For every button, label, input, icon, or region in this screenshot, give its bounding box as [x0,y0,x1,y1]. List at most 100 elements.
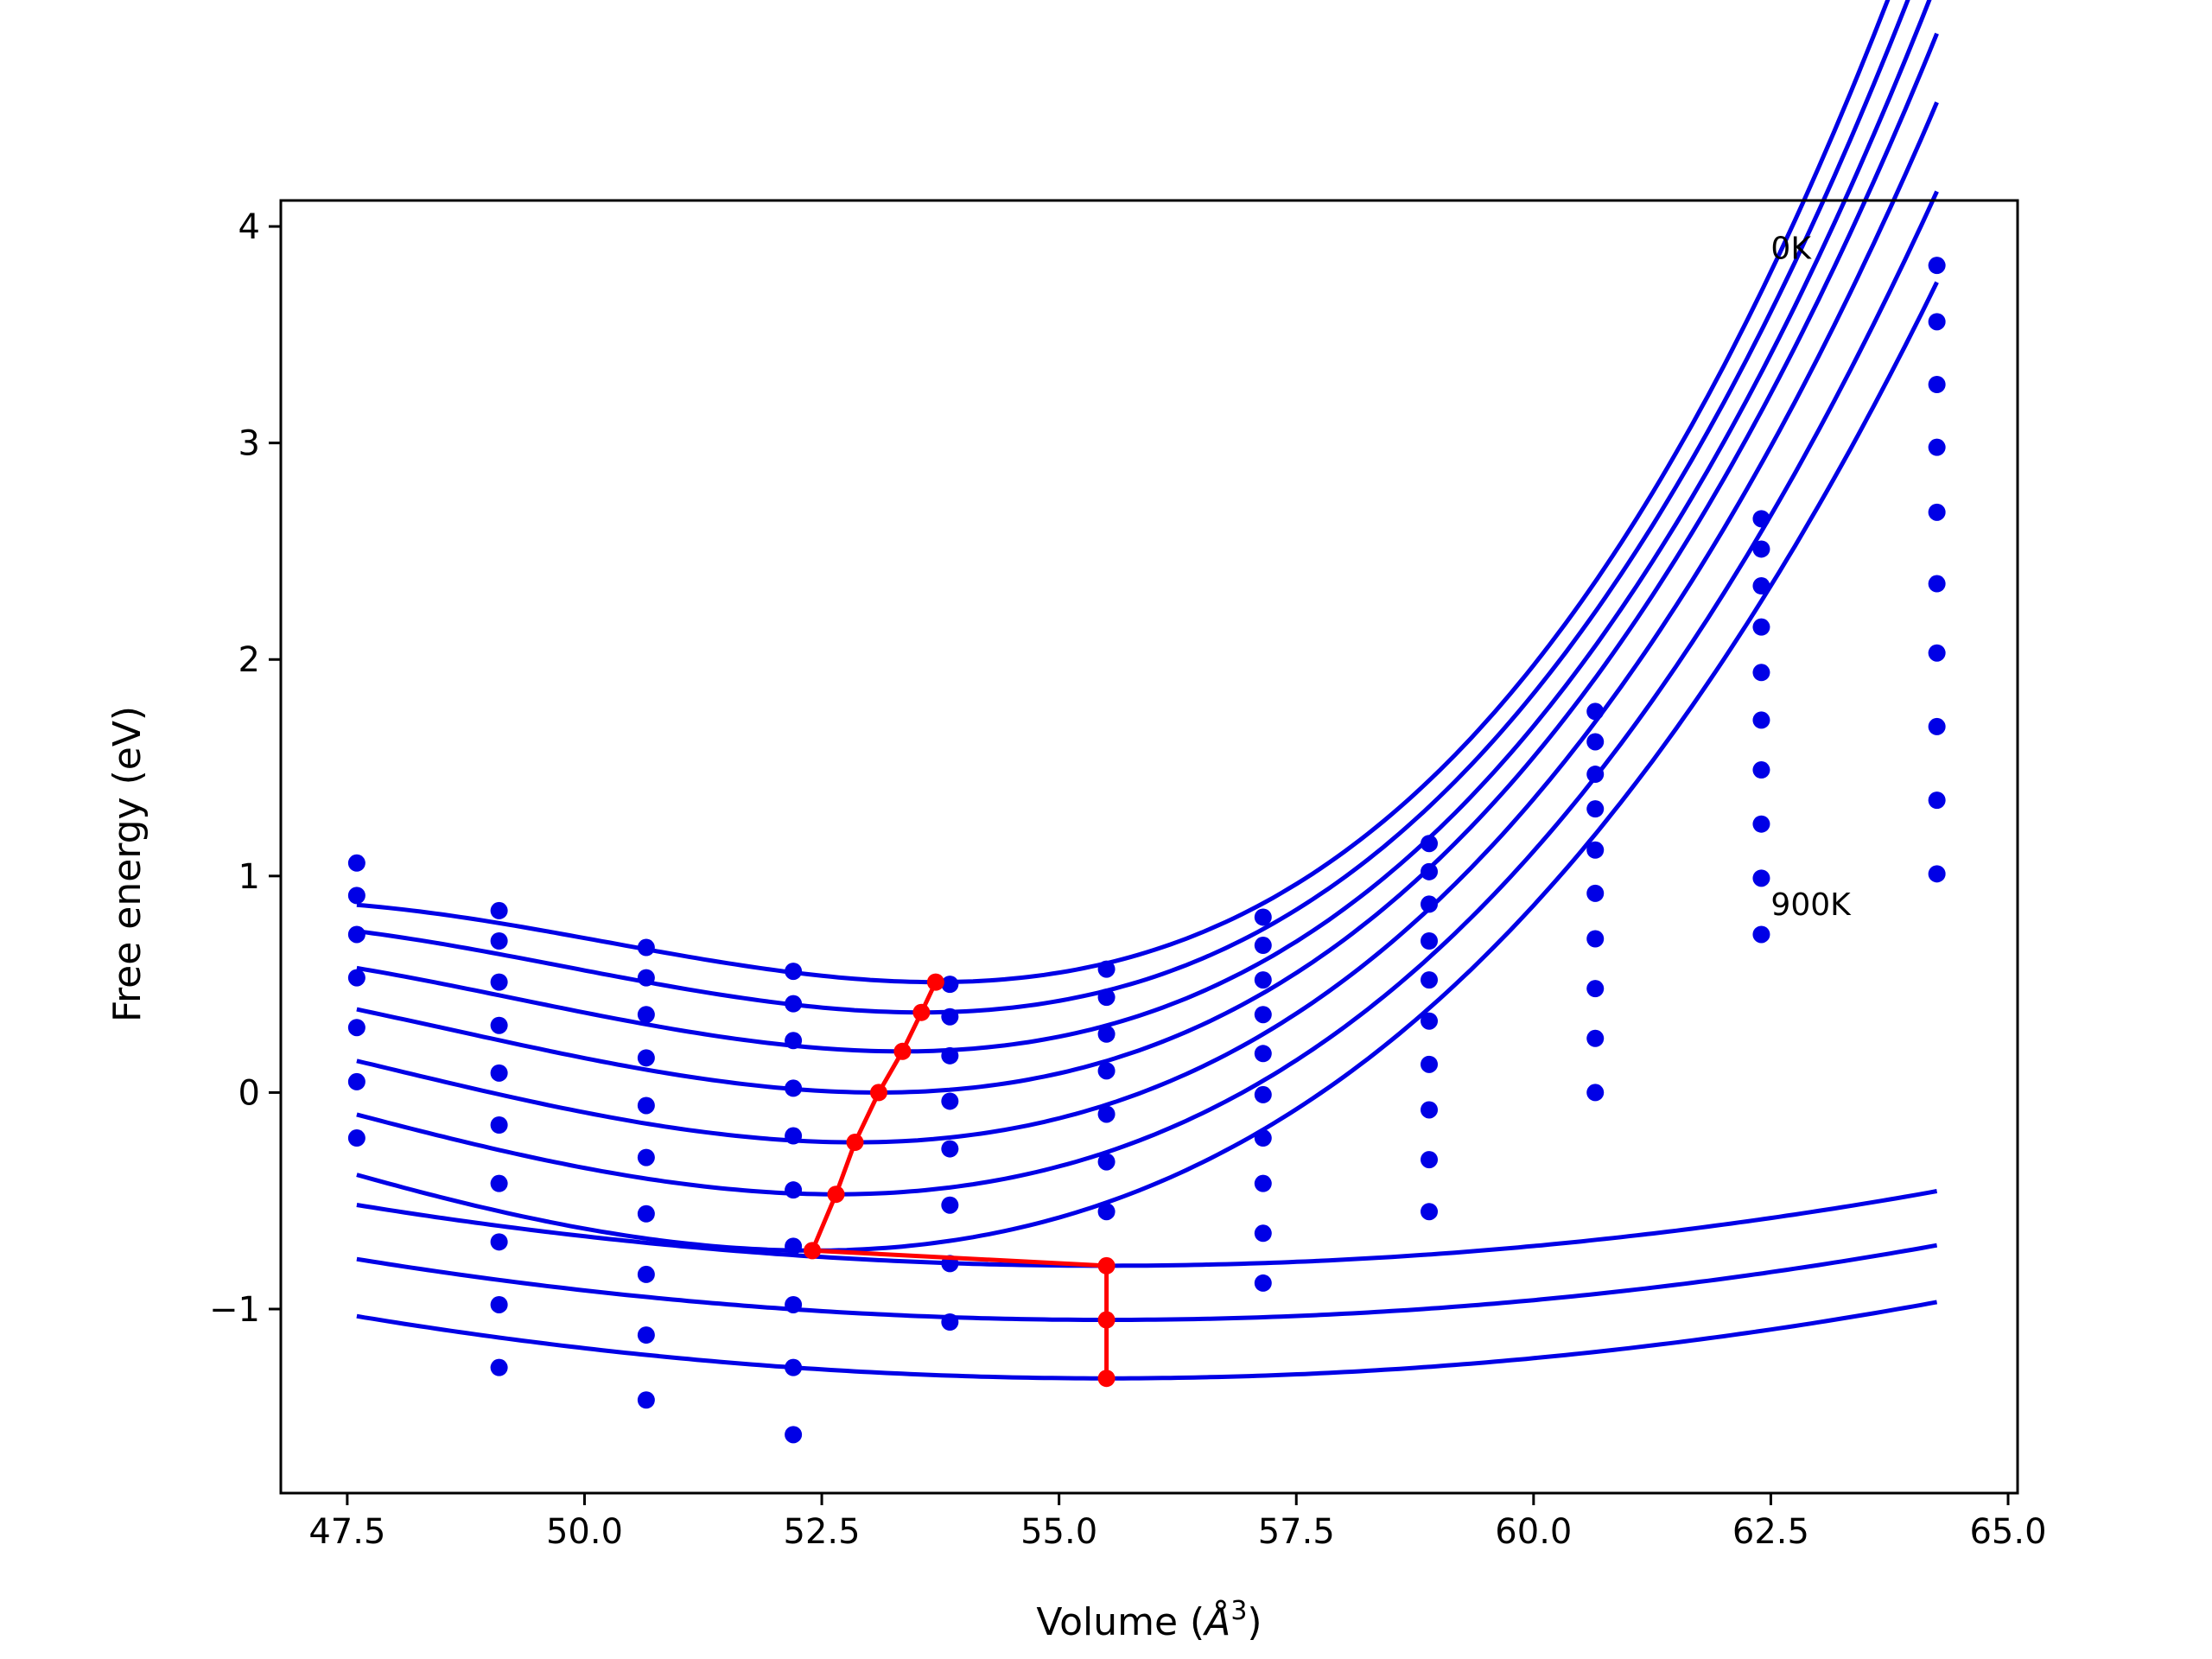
y-tick-label: 2 [238,640,260,680]
data-point [490,973,508,991]
annotations: 0K 900K [1770,232,1852,923]
data-point [1586,1029,1605,1047]
data-point [941,1140,959,1158]
y-tick-label: 1 [238,857,260,897]
x-tick-label: 52.5 [784,1512,861,1552]
fit-curve [356,1300,1938,1381]
data-point [1097,1153,1116,1171]
y-axis-label: Free energy (eV) [105,706,149,1022]
data-point [637,1265,655,1283]
series-1 [347,0,1946,1026]
minimum-path-layer [804,973,1116,1388]
data-point [785,1127,803,1145]
data-point [490,1233,508,1251]
fit-curve [356,281,1939,1253]
data-point [637,1326,655,1344]
data-point [1421,1101,1439,1119]
data-point [1928,257,1946,275]
data-point [347,887,365,905]
minimum-point [893,1042,912,1060]
data-point [637,1096,655,1115]
series-8 [356,791,1946,1376]
data-point [1928,865,1946,883]
x-tick-label: 65.0 [1969,1512,2046,1552]
data-point [1254,971,1272,989]
data-point [785,1079,803,1097]
data-point [1928,438,1946,456]
y-tick-label: 0 [238,1073,260,1113]
data-point [637,1391,655,1409]
data-point [490,1064,508,1082]
data-point [637,1205,655,1223]
minimum-point [846,1134,864,1152]
data-point [1928,375,1946,393]
series-7 [356,717,1946,1332]
data-point [1752,618,1770,636]
x-tick-label: 47.5 [308,1512,385,1552]
data-point [785,1032,803,1050]
data-point [1254,937,1272,955]
minimum-point [1097,1256,1116,1274]
data-point [1752,925,1770,944]
data-point [1752,711,1770,729]
series-3 [347,32,1946,1110]
data-point [785,1181,803,1199]
data-point [1421,971,1439,989]
data-point [1586,884,1605,902]
data-point [1586,1084,1605,1102]
data-point [1097,1203,1116,1221]
data-point [490,901,508,919]
data-point [347,854,365,872]
y-axis-ticks: −1 0 1 2 3 4 [209,207,281,1330]
fit-curve [356,1243,1938,1322]
data-point [1421,1151,1439,1169]
annotation-label: 900K [1770,887,1852,923]
x-axis-ticks: 47.5 50.0 52.5 55.0 57.5 60.0 62.5 65.0 [308,1493,2047,1552]
x-axis-label: Volume (Å3) [1036,1596,1262,1644]
data-point [1254,1224,1272,1243]
data-point [490,1016,508,1034]
data-point [637,1049,655,1067]
data-point [1586,733,1605,751]
data-point [347,1129,365,1147]
data-point [1928,717,1946,735]
data-point [490,1116,508,1135]
data-point [1097,1062,1116,1080]
data-point [1928,791,1946,810]
data-point [1254,1045,1272,1063]
x-tick-label: 55.0 [1020,1512,1097,1552]
data-point [941,976,959,994]
y-tick-label: −1 [209,1290,260,1330]
data-point [1421,1055,1439,1073]
data-point [1421,932,1439,950]
data-point [941,1196,959,1214]
minimum-point [1097,1370,1116,1388]
x-tick-label: 57.5 [1258,1512,1335,1552]
y-tick-label: 4 [238,207,260,247]
data-point [941,1092,959,1110]
data-point [347,925,365,944]
data-point [1254,908,1272,926]
data-point [1097,960,1116,978]
x-tick-label: 62.5 [1732,1512,1809,1552]
data-point [490,1358,508,1376]
data-point [785,1237,803,1255]
data-point [1752,815,1770,833]
data-point [637,938,655,957]
data-point [1421,1012,1439,1030]
data-point [941,1007,959,1026]
data-point [490,1174,508,1192]
data-point [1928,644,1946,662]
data-point [490,932,508,950]
data-point [490,1295,508,1313]
data-point [941,1046,959,1065]
minimum-point [1097,1311,1116,1329]
data-point [1421,862,1439,880]
fit-curve [356,1189,1938,1268]
series-2 [347,0,1946,1065]
data-point [1752,761,1770,779]
fit-curve [356,0,1932,1054]
minimum-point [869,1084,887,1102]
data-point [1586,980,1605,998]
